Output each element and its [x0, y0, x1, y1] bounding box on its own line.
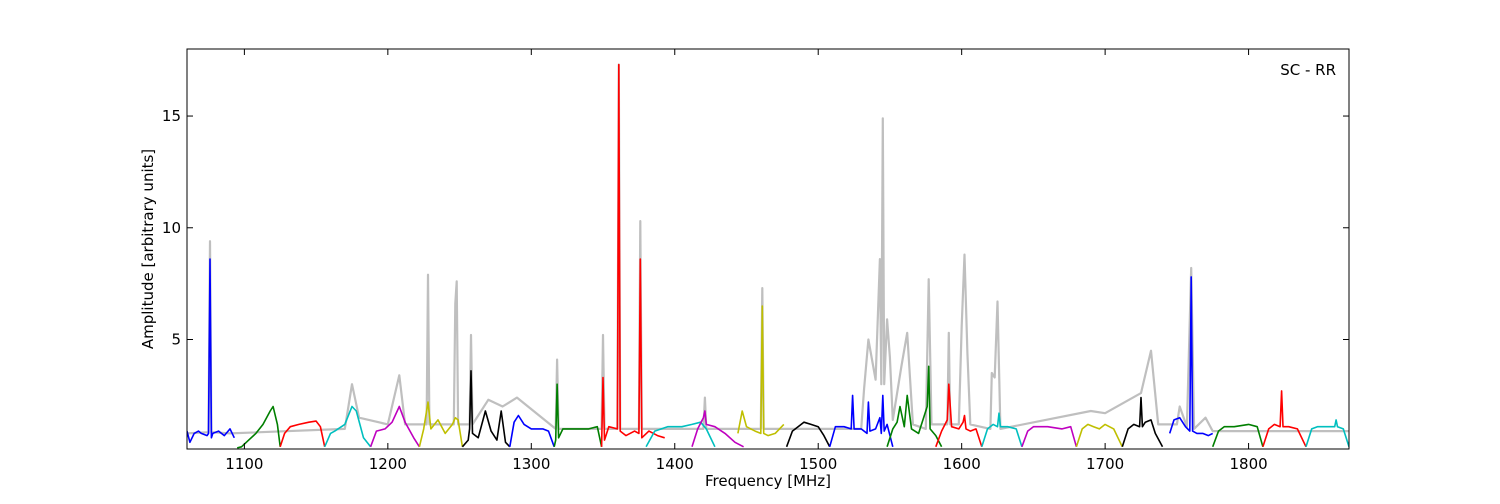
x-tick-label: 1200 — [369, 455, 407, 473]
series-line-24 — [1262, 390, 1307, 448]
series-line-19 — [1021, 425, 1078, 448]
series-line-4 — [323, 405, 372, 448]
plot-frame — [186, 48, 1350, 450]
series-line-15 — [828, 394, 894, 448]
y-tick-label: 10 — [162, 219, 181, 237]
y-tick-label: 5 — [171, 331, 181, 349]
series-line-12 — [691, 410, 744, 448]
series-line-14 — [785, 421, 831, 448]
x-tick-label: 1500 — [799, 455, 837, 473]
y-axis-label: Amplitude [arbitrary units] — [139, 149, 157, 349]
series-line-6 — [418, 401, 464, 447]
series-line-3 — [279, 420, 326, 448]
series-line-13 — [737, 305, 785, 437]
y-tick-label: 15 — [162, 107, 181, 125]
series-line-8 — [509, 414, 555, 448]
x-tick-label: 1700 — [1086, 455, 1124, 473]
series-line-5 — [369, 405, 421, 448]
x-tick-label: 1800 — [1229, 455, 1267, 473]
series-line-11 — [645, 421, 716, 448]
series-line-16 — [886, 365, 943, 448]
series-line-1 — [187, 258, 236, 444]
panel-annotation: SC - RR — [1280, 61, 1336, 79]
series-line-20 — [1075, 423, 1124, 448]
series-line-18 — [981, 412, 1023, 448]
series-line-21 — [1121, 396, 1164, 448]
axis-ticks: 1100 1200 1300 1400 1500 1600 1700 1800 5 10 15 — [162, 49, 1349, 473]
series-line-23 — [1211, 423, 1264, 448]
series-line-7 — [461, 369, 511, 448]
series-line-25 — [1305, 419, 1349, 448]
x-tick-label: 1300 — [512, 455, 550, 473]
series-line-17 — [935, 383, 983, 448]
x-tick-label: 1400 — [656, 455, 694, 473]
series-line-9 — [553, 383, 603, 447]
x-tick-label: 1600 — [943, 455, 981, 473]
series-line-22 — [1168, 276, 1214, 437]
x-axis-label: Frequency [MHz] — [705, 472, 831, 490]
series-line-10 — [600, 63, 665, 447]
x-tick-label: 1100 — [225, 455, 263, 473]
